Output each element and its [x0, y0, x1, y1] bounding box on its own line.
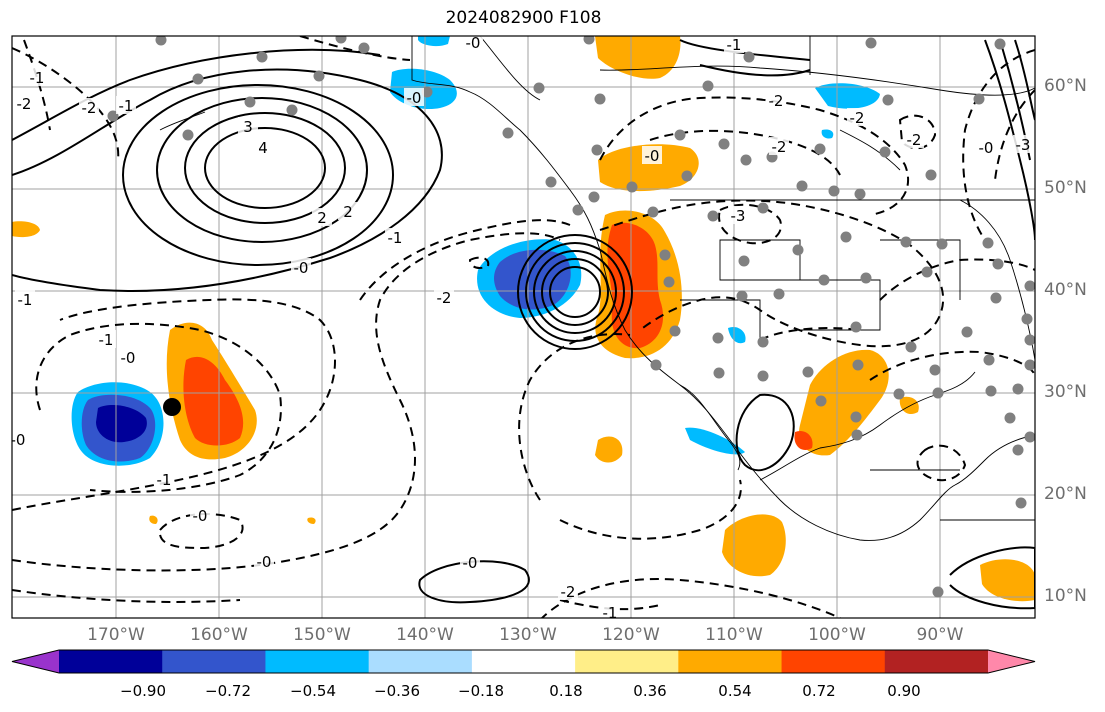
colorbar-tick-label: 0.18 — [549, 682, 583, 700]
contour-value-label: -0 — [407, 89, 422, 107]
low-contour-core — [549, 266, 601, 318]
contour-value-label: -0 — [294, 259, 309, 277]
contour-value-label: -1 — [727, 36, 742, 54]
contour-value-label: -3 — [731, 207, 746, 225]
lat-label: 10°N — [1044, 586, 1087, 606]
lon-label: 150°W — [293, 625, 351, 645]
colorbar-tick-label: 0.36 — [633, 682, 667, 700]
contour-value-label: -0 — [11, 431, 26, 449]
lat-label: 20°N — [1044, 484, 1087, 504]
colorbar-segment — [575, 650, 679, 673]
contour-value-label: 3 — [243, 118, 253, 136]
colorbar-extend-high — [988, 650, 1035, 673]
colorbar-tick-label: 0.54 — [718, 682, 752, 700]
colorbar-segment — [781, 650, 886, 673]
colorbar — [11, 649, 1036, 674]
map-frame — [11, 35, 1036, 619]
contour-value-label: -1 — [603, 604, 618, 622]
colorbar-tick-label: 0.90 — [887, 682, 921, 700]
colorbar-extend-low — [12, 650, 59, 673]
contour-value-label: -2 — [82, 99, 97, 117]
contour-value-label: -2 — [772, 138, 787, 156]
contour-value-label: -0 — [257, 553, 272, 571]
contour-value-label: 2 — [317, 209, 327, 227]
colorbar-tick-label: −0.54 — [290, 682, 336, 700]
colorbar-tick-label: −0.36 — [374, 682, 420, 700]
lon-label: 120°W — [602, 625, 660, 645]
contour-value-label: -1 — [119, 97, 134, 115]
dashed-contours — [12, 36, 1035, 618]
contour-value-label: 2 — [343, 203, 353, 221]
lat-label: 40°N — [1044, 280, 1087, 300]
contour-value-label: -1 — [99, 331, 114, 349]
contour-value-label: -2 — [850, 109, 865, 127]
lat-label: 50°N — [1044, 178, 1087, 198]
lat-label: 60°N — [1044, 76, 1087, 96]
contour-labels: -0 -1 -2 -0 -1 -2 34 2 2 -1 -2 -0 -1 -0 -1 -0 -0 -1 -0 -2 -1… — [11, 34, 1033, 622]
contour-value-label: -0 — [463, 554, 478, 572]
colorbar-segment — [471, 650, 576, 673]
lon-label: 160°W — [190, 625, 248, 645]
contour-value-label: -2 — [17, 95, 32, 113]
contour-value-label: -2 — [437, 289, 452, 307]
contour-value-label: -0 — [121, 349, 136, 367]
lon-label: 170°W — [87, 625, 145, 645]
contour-value-label: 4 — [258, 139, 268, 157]
colorbar-tick-label: 0.72 — [802, 682, 836, 700]
colorbar-tick-label: −0.18 — [458, 682, 504, 700]
contour-value-label: -1 — [30, 69, 45, 87]
contour-value-label: -3 — [1016, 136, 1031, 154]
map-background — [12, 36, 1035, 618]
black-marker — [163, 398, 181, 416]
colorbar-segment — [265, 650, 370, 673]
colorbar-outline — [11, 649, 1036, 674]
lon-label: 140°W — [396, 625, 454, 645]
graticule — [12, 36, 1035, 618]
high-contour-4 — [204, 127, 326, 209]
colorbar-tick-label: −0.72 — [205, 682, 251, 700]
lat-label: 30°N — [1044, 382, 1087, 402]
lon-label: 100°W — [808, 625, 866, 645]
contour-value-label: -2 — [907, 131, 922, 149]
contour-value-label: -2 — [561, 583, 576, 601]
colorbar-segment — [678, 650, 783, 673]
contour-value-label: -0 — [193, 507, 208, 525]
contour-value-label: -0 — [466, 34, 481, 52]
contour-value-label: -1 — [388, 229, 403, 247]
lon-label: 110°W — [705, 625, 763, 645]
map-title: 2024082900 F108 — [445, 8, 602, 28]
colorbar-segment — [162, 650, 266, 673]
contour-value-label: -1 — [157, 471, 172, 489]
colorbar-segment — [59, 650, 163, 673]
gray-markers — [107, 36, 1035, 598]
colorbar-segment — [884, 650, 989, 673]
contour-value-label: -0 — [979, 139, 994, 157]
contour-value-label: -1 — [18, 291, 33, 309]
contour-value-label: -2 — [769, 92, 784, 110]
colorbar-tick-label: −0.90 — [120, 682, 166, 700]
contour-value-label: -0 — [645, 147, 660, 165]
colorbar-segment — [368, 650, 473, 673]
lon-label: 130°W — [499, 625, 557, 645]
lon-label: 90°W — [916, 625, 964, 645]
